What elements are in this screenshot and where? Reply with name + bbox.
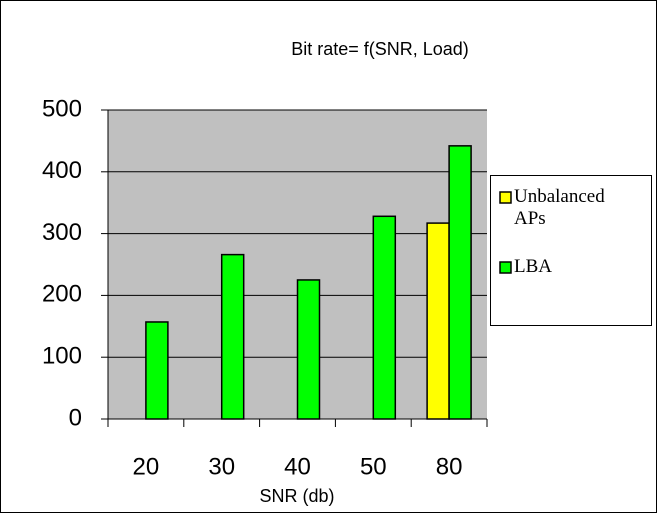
legend-swatch: [499, 191, 512, 204]
bar: [145, 321, 169, 420]
bar: [448, 145, 472, 420]
bar: [220, 253, 245, 420]
x-tick-label: 40: [284, 453, 311, 480]
x-tick-label: 30: [208, 453, 235, 480]
x-tick-label: 20: [133, 453, 160, 480]
y-tick-label: 500: [42, 95, 82, 122]
y-tick-label: 300: [42, 219, 82, 246]
x-tick-label: 50: [360, 453, 387, 480]
legend-entry: Unbalanced APs: [514, 186, 605, 229]
legend-entry: LBA: [514, 256, 552, 277]
legend-swatch: [499, 261, 512, 274]
bar: [426, 222, 450, 420]
bar: [372, 215, 397, 420]
x-axis-label: SNR (db): [259, 486, 334, 506]
legend-label: LBA: [514, 256, 552, 277]
bar: [296, 279, 321, 420]
y-tick-label: 400: [42, 157, 82, 184]
y-tick-label: 0: [69, 404, 82, 431]
chart-title: Bit rate= f(SNR, Load): [291, 39, 469, 59]
y-tick-label: 100: [42, 343, 82, 370]
legend-box: [490, 175, 652, 326]
legend-label: Unbalanced APs: [514, 186, 605, 229]
x-tick-label: 80: [436, 453, 463, 480]
y-tick-label: 200: [42, 281, 82, 308]
